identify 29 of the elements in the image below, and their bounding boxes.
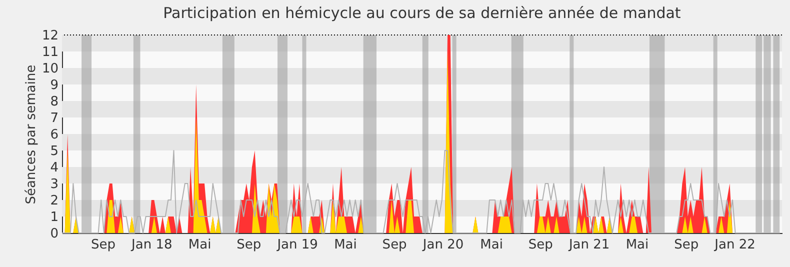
y-tick-label: 3 xyxy=(50,177,58,192)
x-tick-label: Sep xyxy=(382,238,407,252)
x-tick-label: Mai xyxy=(480,238,503,252)
y-tick-label: 4 xyxy=(50,160,58,176)
y-axis-title: Séances par semaine xyxy=(24,64,39,204)
x-tick-label: Jan 19 xyxy=(276,238,318,252)
y-tick-label: 0 xyxy=(50,226,58,242)
x-tick-label: Mai xyxy=(188,238,212,252)
x-tick-label: Sep xyxy=(528,238,553,252)
x-tick-label: Jan 22 xyxy=(714,238,756,252)
y-tick-label: 5 xyxy=(50,144,58,159)
y-tick-label: 11 xyxy=(42,45,58,60)
y-tick-label: 10 xyxy=(42,62,58,76)
x-tick-label: Sep xyxy=(674,238,699,252)
x-tick-label: Sep xyxy=(90,238,116,252)
y-tick-label: 12 xyxy=(42,28,58,44)
x-tick-label: Mai xyxy=(626,238,649,252)
y-tick-label: 8 xyxy=(50,94,58,110)
y-tick-label: 2 xyxy=(50,194,58,208)
x-tick-label: Jan 20 xyxy=(422,238,464,252)
x-tick-label: Mai xyxy=(334,238,357,252)
y-tick-label: 1 xyxy=(50,210,58,225)
chart-title: Participation en hémicycle au cours de sa dernière année de mandat xyxy=(163,4,681,22)
x-tick-label: Jan 18 xyxy=(130,238,172,252)
x-tick-label: Sep xyxy=(236,238,262,252)
y-tick-label: 7 xyxy=(50,111,58,126)
y-tick-label: 9 xyxy=(50,78,58,93)
y-tick-label: 6 xyxy=(50,128,58,142)
x-tick-label: Jan 21 xyxy=(568,238,610,252)
